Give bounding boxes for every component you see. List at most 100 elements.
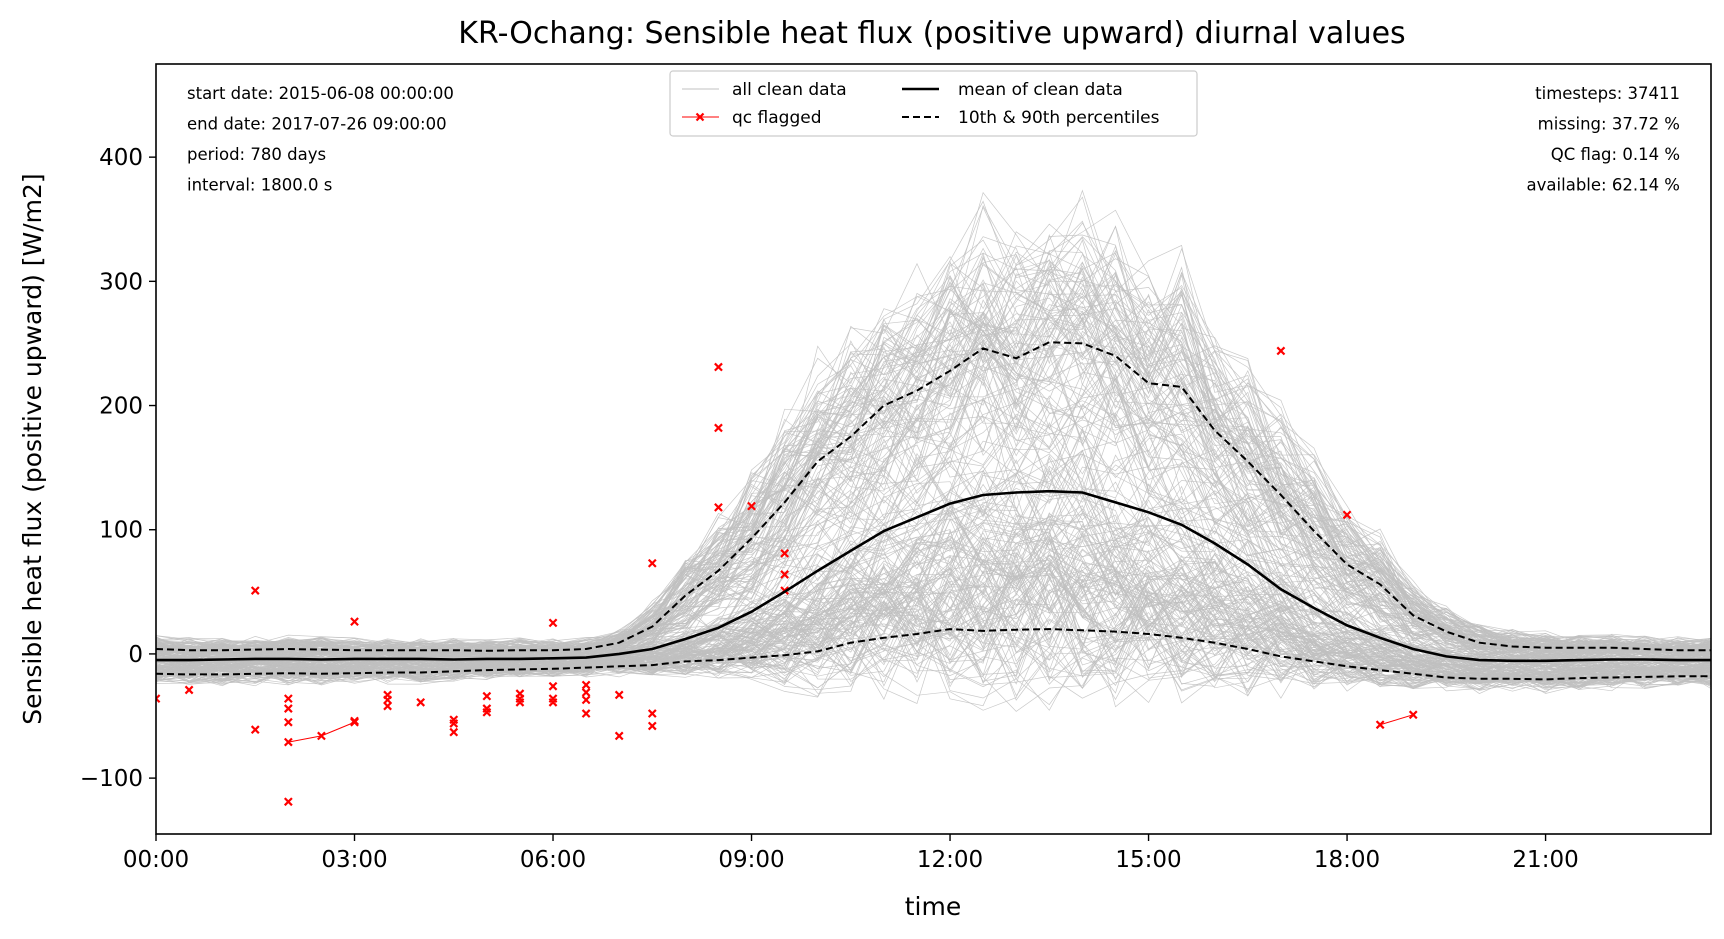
qc-flag-stroke bbox=[482, 707, 492, 717]
qc-flag-stroke bbox=[416, 697, 426, 707]
info-left-line: end date: 2017-07-26 09:00:00 bbox=[187, 115, 447, 134]
qc-flag-point bbox=[548, 618, 558, 628]
x-tick-label: 03:00 bbox=[321, 847, 387, 873]
qc-flag-stroke bbox=[581, 709, 591, 718]
qc-flag-stroke bbox=[714, 502, 723, 512]
clean-data-trace bbox=[156, 396, 1711, 666]
qc-flag-stroke bbox=[1375, 720, 1385, 730]
plot-frame bbox=[155, 63, 1712, 835]
qc-flag-stroke bbox=[780, 570, 789, 579]
info-right-line: available: 62.14 % bbox=[1527, 176, 1680, 195]
qc-flag-stroke bbox=[1276, 346, 1286, 356]
qc-flag-point bbox=[449, 727, 459, 737]
info-box-left: start date: 2015-06-08 00:00:00 end date:… bbox=[187, 84, 454, 195]
y-axis: −100 0 100 200 300 400 bbox=[80, 145, 156, 792]
qc-flag-point bbox=[1276, 346, 1286, 356]
percentile-90-line bbox=[156, 341, 1711, 652]
chart-title: KR-Ochang: Sensible heat flux (positive … bbox=[458, 16, 1405, 51]
clean-data-trace bbox=[156, 627, 1711, 712]
info-right-line: QC flag: 0.14 % bbox=[1551, 145, 1680, 164]
qc-flag-point bbox=[250, 725, 260, 735]
qc-flag-stroke bbox=[614, 731, 624, 741]
qc-flag-point bbox=[250, 586, 260, 595]
x-tick-label: 06:00 bbox=[520, 847, 586, 873]
qc-flag-point bbox=[581, 709, 591, 718]
y-tick-label: 100 bbox=[99, 518, 143, 544]
qc-flag-point bbox=[647, 721, 657, 731]
qc-flag-stroke bbox=[250, 725, 260, 735]
statistics-lines-layer bbox=[156, 341, 1711, 681]
qc-flag-link bbox=[321, 721, 355, 737]
qc-flag-stroke bbox=[449, 727, 459, 737]
clean-data-trace bbox=[156, 254, 1711, 655]
clean-data-trace bbox=[156, 580, 1711, 694]
x-axis: 00:00 03:00 06:00 09:00 12:00 15:00 18:00 21:00 bbox=[123, 834, 1579, 873]
all-clean-data-layer bbox=[156, 189, 1711, 712]
qc-flag-point bbox=[1375, 720, 1385, 730]
y-tick-label: 0 bbox=[128, 642, 143, 668]
qc-flag-link bbox=[1380, 714, 1414, 726]
clean-data-trace bbox=[156, 258, 1711, 652]
qc-flag-link bbox=[288, 735, 322, 743]
qc-flag-stroke bbox=[156, 697, 161, 704]
qc-flag-point bbox=[350, 717, 359, 727]
clean-data-trace bbox=[156, 299, 1711, 653]
legend-marker-qc-flagged bbox=[695, 112, 705, 122]
clean-data-trace bbox=[156, 223, 1711, 653]
x-tick-label: 18:00 bbox=[1314, 847, 1380, 873]
qc-flag-stroke bbox=[1342, 510, 1352, 520]
qc-flag-stroke bbox=[714, 423, 723, 433]
qc-flag-stroke bbox=[250, 586, 260, 595]
clean-data-trace bbox=[156, 597, 1711, 707]
y-tick-label: 300 bbox=[99, 269, 143, 295]
qc-flag-point bbox=[156, 694, 161, 704]
clean-data-trace bbox=[156, 454, 1711, 673]
qc-flag-stroke bbox=[647, 709, 657, 718]
qc-flag-point bbox=[780, 570, 789, 579]
qc-flag-point bbox=[350, 617, 359, 627]
qc-flag-point bbox=[647, 709, 657, 718]
y-axis-label: Sensible heat flux (positive upward) [W/… bbox=[18, 173, 47, 724]
qc-flag-point bbox=[548, 697, 558, 707]
qc-flag-stroke bbox=[184, 685, 194, 695]
qc-flag-point bbox=[283, 704, 293, 713]
legend-frame bbox=[669, 70, 1198, 137]
clean-data-trace bbox=[156, 318, 1711, 659]
qc-flag-stroke bbox=[515, 697, 525, 707]
qc-flag-stroke bbox=[350, 717, 359, 727]
qc-flag-point bbox=[581, 680, 591, 690]
qc-flag-stroke bbox=[283, 737, 293, 747]
qc-flag-stroke bbox=[548, 697, 558, 707]
qc-flag-stroke bbox=[283, 694, 293, 704]
qc-flag-stroke bbox=[548, 681, 558, 691]
qc-flag-point bbox=[383, 701, 392, 711]
clean-data-trace bbox=[156, 189, 1711, 653]
qc-flag-point bbox=[283, 797, 293, 807]
qc-flag-stroke bbox=[780, 548, 789, 558]
qc-flag-point bbox=[614, 690, 624, 700]
qc-flag-stroke bbox=[283, 717, 293, 727]
x-tick-label: 00:00 bbox=[123, 847, 189, 873]
info-left-line: interval: 1800.0 s bbox=[187, 176, 332, 195]
qc-flag-stroke bbox=[383, 701, 392, 711]
info-right-line: timesteps: 37411 bbox=[1535, 84, 1680, 103]
qc-flag-stroke bbox=[647, 558, 657, 568]
qc-flag-stroke bbox=[614, 690, 624, 700]
clean-data-trace bbox=[156, 250, 1711, 655]
qc-flag-point bbox=[581, 695, 591, 705]
qc-flag-stroke bbox=[283, 704, 293, 713]
qc-flag-stroke bbox=[350, 617, 359, 627]
qc-flag-stroke bbox=[647, 721, 657, 731]
info-left-line: start date: 2015-06-08 00:00:00 bbox=[187, 84, 454, 103]
clean-data-trace bbox=[156, 196, 1711, 654]
qc-flag-stroke bbox=[581, 688, 591, 697]
clean-data-trace bbox=[156, 528, 1711, 682]
clean-data-trace bbox=[156, 570, 1711, 692]
qc-flag-stroke bbox=[156, 694, 161, 701]
qc-flag-point bbox=[449, 719, 459, 728]
qc-flag-point bbox=[317, 731, 326, 741]
qc-flag-point bbox=[714, 362, 723, 372]
clean-data-trace bbox=[156, 373, 1711, 665]
qc-flag-stroke bbox=[283, 797, 293, 807]
